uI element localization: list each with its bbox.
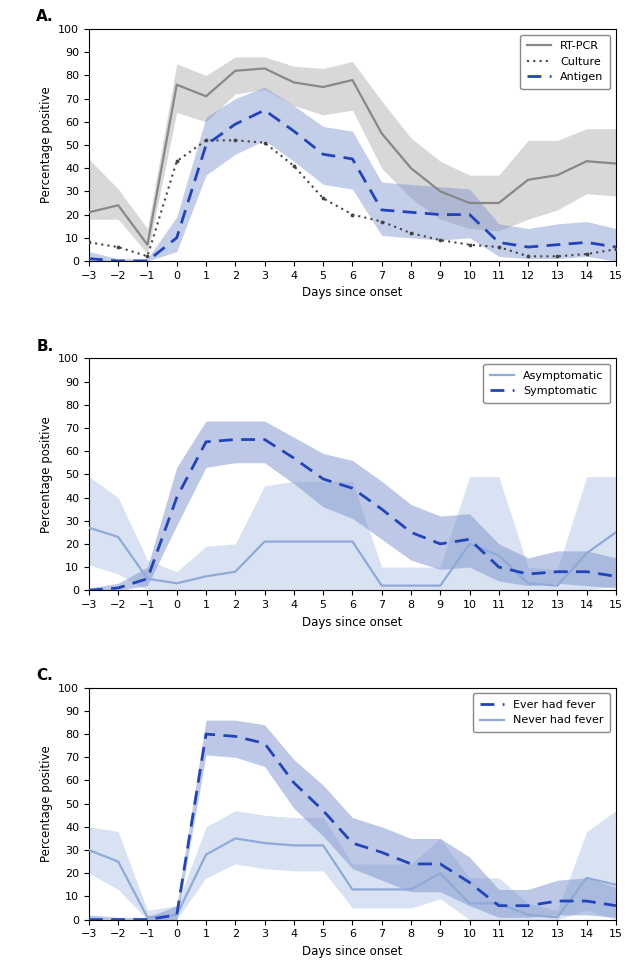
Text: B.: B. (36, 339, 53, 353)
X-axis label: Days since onset: Days since onset (302, 616, 403, 628)
Legend: Asymptomatic, Symptomatic: Asymptomatic, Symptomatic (483, 364, 610, 403)
X-axis label: Days since onset: Days since onset (302, 287, 403, 299)
Text: C.: C. (36, 668, 53, 683)
X-axis label: Days since onset: Days since onset (302, 945, 403, 958)
Legend: RT-PCR, Culture, Antigen: RT-PCR, Culture, Antigen (520, 35, 610, 89)
Y-axis label: Percentage positive: Percentage positive (39, 416, 53, 532)
Y-axis label: Percentage positive: Percentage positive (39, 745, 53, 862)
Text: A.: A. (36, 10, 54, 24)
Legend: Ever had fever, Never had fever: Ever had fever, Never had fever (473, 693, 610, 732)
Y-axis label: Percentage positive: Percentage positive (39, 86, 53, 203)
